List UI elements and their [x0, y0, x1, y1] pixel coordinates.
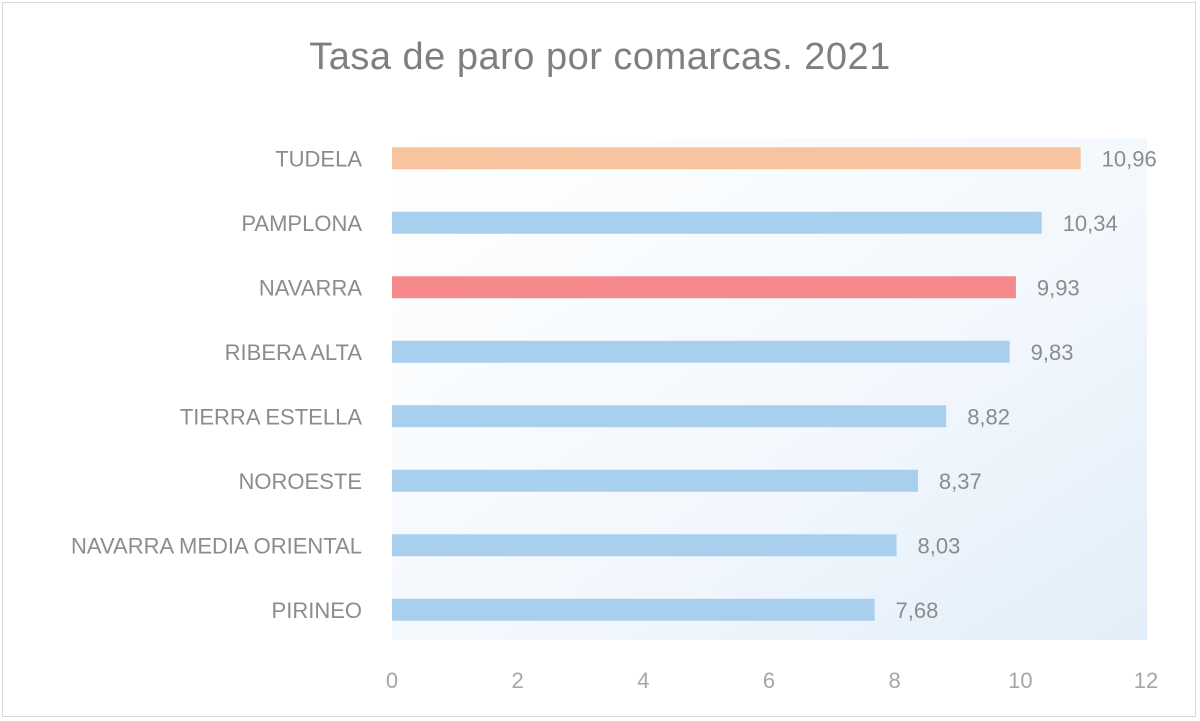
data-label: 8,82: [967, 404, 1010, 429]
category-label: TIERRA ESTELLA: [180, 404, 363, 429]
bar-pirineo: [392, 598, 875, 621]
bar-ribera-alta: [392, 340, 1010, 363]
bar-navarra-media-oriental: [392, 534, 897, 557]
data-label: 9,93: [1037, 275, 1080, 300]
data-label: 10,96: [1102, 146, 1157, 171]
data-label: 9,83: [1031, 340, 1074, 365]
category-label: PAMPLONA: [241, 211, 362, 236]
category-label: NOROESTE: [239, 469, 362, 494]
data-label: 8,37: [939, 469, 982, 494]
data-label: 7,68: [896, 598, 939, 623]
x-tick-label: 8: [889, 668, 901, 693]
bar-tudela: [392, 147, 1081, 170]
bar-navarra: [392, 276, 1016, 299]
data-label: 10,34: [1063, 211, 1118, 236]
bar-pamplona: [392, 211, 1042, 234]
x-tick-label: 4: [637, 668, 649, 693]
x-tick-label: 2: [512, 668, 524, 693]
category-label: NAVARRA MEDIA ORIENTAL: [71, 533, 362, 558]
x-tick-label: 12: [1134, 668, 1158, 693]
category-label: PIRINEO: [272, 598, 362, 623]
category-label: RIBERA ALTA: [225, 340, 363, 365]
x-tick-label: 6: [763, 668, 775, 693]
category-label: NAVARRA: [259, 275, 362, 300]
bar-noroeste: [392, 469, 918, 492]
category-label: TUDELA: [275, 146, 362, 171]
x-tick-label: 10: [1008, 668, 1032, 693]
data-label: 8,03: [918, 533, 961, 558]
x-tick-label: 0: [386, 668, 398, 693]
chart-title: Tasa de paro por comarcas. 2021: [309, 36, 891, 78]
bar-tierra-estella: [392, 405, 947, 428]
